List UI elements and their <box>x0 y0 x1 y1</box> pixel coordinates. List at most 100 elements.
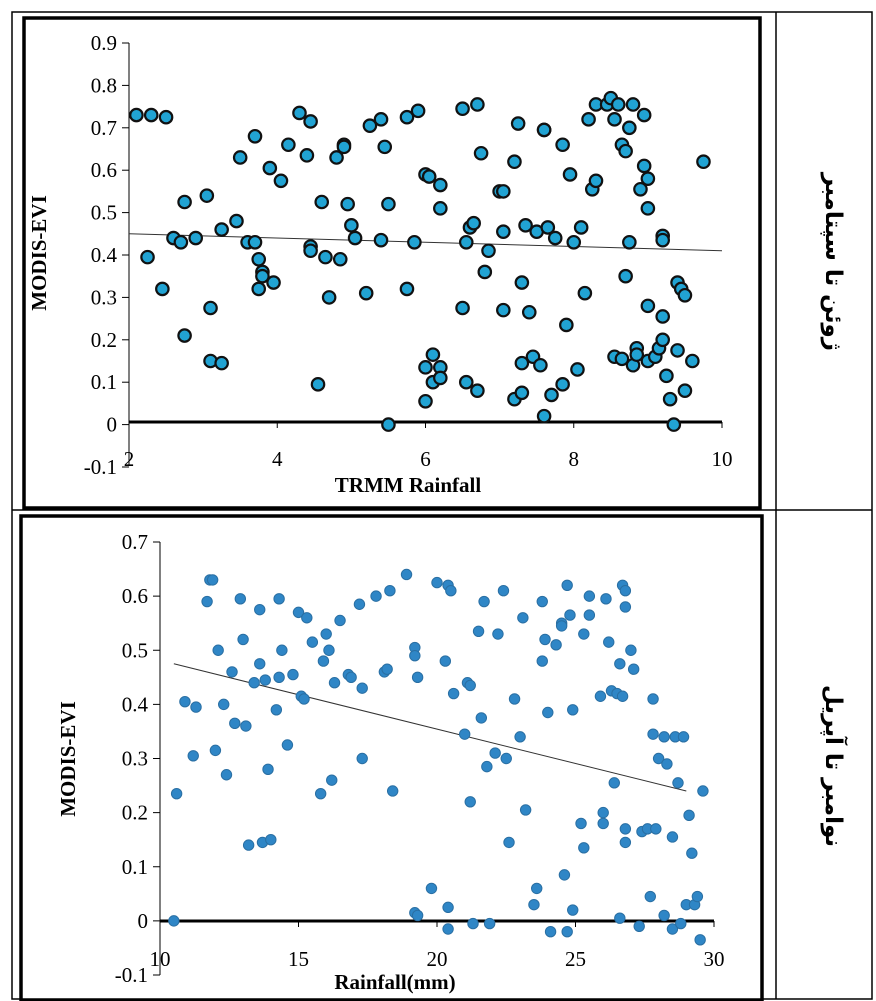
chart-2-point <box>503 836 515 849</box>
chart-1-point <box>536 122 552 138</box>
chart-1-point <box>466 215 481 231</box>
chart-2-point <box>254 603 266 616</box>
chart-1-point <box>421 169 437 184</box>
chart-1-point <box>544 387 559 403</box>
chart-2-y-tick-label: 0 <box>138 909 149 933</box>
chart-2-point <box>603 636 615 648</box>
chart-2-point <box>229 717 241 730</box>
chart-1-point <box>407 234 422 250</box>
chart-1-point <box>659 368 674 384</box>
chart-2-y-tick-label: 0.3 <box>122 747 148 771</box>
chart-1-point <box>373 232 389 248</box>
chart-2-point <box>683 809 695 822</box>
chart-1-point <box>655 332 670 348</box>
chart-2-point <box>220 769 233 781</box>
chart-2-point <box>262 763 274 776</box>
chart-1-point <box>610 97 626 112</box>
chart-1-x-tick-label: 4 <box>272 447 283 471</box>
chart-1-x-tick-label: 10 <box>712 447 733 471</box>
chart-2-point <box>583 590 596 602</box>
chart-1-point <box>425 347 441 362</box>
chart-1-point <box>570 362 585 377</box>
chart-1-point <box>410 103 426 119</box>
chart-2-point <box>558 869 571 881</box>
chart-2-x-tick-label: 15 <box>288 947 309 971</box>
chart-2-point <box>384 585 396 597</box>
chart-1-point <box>470 383 485 398</box>
chart-1-point <box>514 275 530 290</box>
chart-1-point <box>618 268 633 284</box>
chart-1-point <box>377 139 393 155</box>
chart-2-x-axis-label: Rainfall(mm) <box>334 970 455 994</box>
chart-2-point <box>652 752 665 765</box>
chart-1-point <box>566 234 582 250</box>
chart-2-y-axis-label: MODIS-EVI <box>56 701 80 817</box>
chart-1-point <box>292 105 307 121</box>
chart-2-point <box>578 842 590 854</box>
chart-2-point <box>686 847 698 859</box>
chart-1-point <box>470 97 485 112</box>
chart-2-point <box>644 890 656 903</box>
chart-2-point <box>467 917 479 930</box>
chart-2-point <box>550 639 562 651</box>
chart-1-point <box>577 285 593 301</box>
chart-2-point <box>370 590 382 602</box>
chart-1-point <box>636 158 652 174</box>
chart-2-point <box>625 644 637 656</box>
chart-2-y-tick-label: -0.1 <box>115 963 148 987</box>
chart-2-point <box>212 644 224 656</box>
chart-2-point <box>356 752 368 765</box>
chart-2-point <box>539 633 551 646</box>
chart-2-point <box>320 628 332 640</box>
chart-1-point <box>640 298 656 314</box>
chart-2-point <box>353 598 366 610</box>
chart-2-point <box>531 882 543 895</box>
chart-2-point <box>619 585 632 597</box>
chart-1-point <box>536 408 552 424</box>
chart-1-point <box>203 300 218 316</box>
chart-2-point <box>170 787 183 800</box>
chart-2-point <box>536 595 548 608</box>
chart-2-point <box>218 698 230 711</box>
chart-2-point <box>472 625 485 638</box>
chart-1-point <box>262 160 278 176</box>
chart-1-point <box>433 201 448 216</box>
chart-1-y-tick-label: 0.4 <box>91 243 118 267</box>
chart-2-point <box>187 750 199 762</box>
chart-1-point <box>318 249 333 265</box>
chart-1-y-tick-label: 0.5 <box>91 201 117 225</box>
chart-1-x-tick-label: 6 <box>420 447 431 471</box>
chart-2-point <box>276 644 288 656</box>
chart-1-point <box>662 391 678 407</box>
chart-2-point <box>323 644 335 656</box>
chart-2-point <box>647 693 659 705</box>
chart-2-point <box>301 612 313 624</box>
chart-1-x-tick-label: 8 <box>569 447 580 471</box>
chart-2-point <box>328 677 341 689</box>
chart-1-point <box>607 112 622 127</box>
chart-2-point <box>691 890 704 903</box>
chart-2-point <box>242 839 255 851</box>
chart-2-point <box>519 804 532 816</box>
chart-1-point <box>614 351 630 367</box>
chart-1-y-tick-label: 0.7 <box>91 116 117 140</box>
chart-2-point <box>600 593 612 605</box>
chart-2-point <box>209 744 222 757</box>
chart-2-point <box>168 915 180 927</box>
chart-1-point <box>140 249 155 265</box>
chart-2-point <box>597 806 609 819</box>
chart-1-point <box>188 230 204 246</box>
chart-1-point <box>381 417 396 432</box>
chart-2-point <box>489 747 501 759</box>
chart-2-point <box>578 628 590 640</box>
chart-2-point <box>265 833 277 846</box>
chart-2-point <box>439 655 452 667</box>
chart-1-point <box>358 285 374 301</box>
chart-2-point <box>575 817 587 830</box>
chart-2-x-tick-label: 30 <box>704 947 725 971</box>
chart-2-point <box>544 926 557 938</box>
chart-2-point <box>478 595 490 608</box>
chart-2-point <box>386 785 399 797</box>
chart-1-point <box>418 393 433 409</box>
chart-2-point <box>672 777 684 789</box>
